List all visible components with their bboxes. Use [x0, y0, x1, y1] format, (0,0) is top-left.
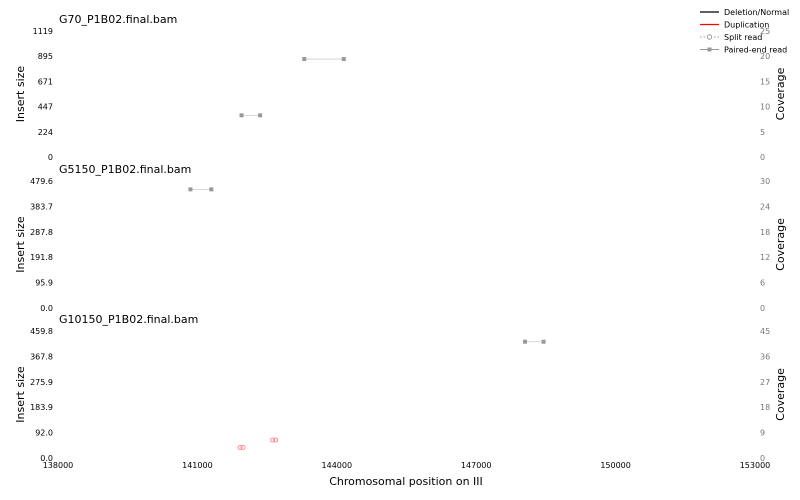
- coverage-tick-label: 30: [760, 177, 770, 186]
- x-tick-label: 150000: [600, 461, 631, 470]
- x-tick-label: 141000: [182, 461, 213, 470]
- x-axis-label: Chromosomal position on III: [329, 475, 483, 488]
- y-tick-label: 183.9: [30, 403, 53, 412]
- y-axis-label: Insert size: [14, 366, 27, 423]
- y-tick-label: 0.0: [40, 454, 53, 463]
- panel-1: G70_P1B02.final.bam 0 224 447 671 895 1119 0 5 10…: [14, 13, 787, 162]
- y-tick-label: 287.8: [30, 228, 53, 237]
- duplication-point: [270, 437, 276, 443]
- paired-read-marker: [239, 113, 244, 118]
- panel-title: G70_P1B02.final.bam: [59, 13, 177, 26]
- coverage-tick-label: 0: [760, 153, 765, 162]
- coverage-axis-label: Coverage: [774, 368, 787, 421]
- paired-read-marker: [188, 187, 193, 192]
- coverage-tick-label: 20: [760, 52, 770, 61]
- paired-read-marker: [302, 57, 307, 62]
- paired-read-marker: [341, 57, 346, 62]
- legend-swatch-marker: [706, 34, 713, 40]
- x-tick-label: 153000: [740, 461, 771, 470]
- coverage-tick-label: 12: [760, 253, 770, 262]
- duplication-point: [237, 445, 243, 451]
- coverage-tick-label: 10: [760, 103, 770, 112]
- coverage-tick-label: 27: [760, 378, 770, 387]
- coverage-tick-label: 0: [760, 304, 765, 313]
- paired-read-marker: [258, 113, 263, 118]
- x-tick-label: 144000: [322, 461, 353, 470]
- panel-title: G5150_P1B02.final.bam: [59, 163, 191, 176]
- coverage-tick-label: 45: [760, 327, 770, 336]
- legend-label: Deletion/Normal: [724, 8, 789, 17]
- coverage-tick-label: 15: [760, 77, 770, 86]
- coverage-tick-label: 36: [760, 352, 770, 361]
- x-axis: 138000 141000 144000 147000 150000 153000: [43, 461, 771, 470]
- panel-title: G10150_P1B02.final.bam: [59, 313, 198, 326]
- coverage-tick-label: 18: [760, 403, 770, 412]
- coverage-tick-label: 5: [760, 128, 765, 137]
- y-axis-label: Insert size: [14, 66, 27, 123]
- y-tick-label: 479.6: [30, 177, 53, 186]
- panels: G70_P1B02.final.bam 0 224 447 671 895 1119 0 5 10…: [14, 13, 787, 463]
- coverage-tick-label: 18: [760, 228, 770, 237]
- coverage-tick-label: 24: [760, 202, 770, 211]
- y-tick-label: 92.0: [35, 429, 53, 438]
- coverage-axis-label: Coverage: [774, 218, 787, 271]
- duplication-point: [273, 437, 279, 443]
- y-tick-label: 459.8: [30, 327, 53, 336]
- coverage-axis-label: Coverage: [774, 67, 787, 120]
- panel-3: G10150_P1B02.final.bam 0.0 92.0 183.9 275.9 3…: [14, 313, 787, 463]
- panel-2: G5150_P1B02.final.bam 0.0 95.9 191.8 287.8 38…: [14, 163, 787, 313]
- duplication-point: [240, 445, 246, 451]
- coverage-tick-label: 6: [760, 279, 765, 288]
- y-tick-label: 95.9: [35, 279, 53, 288]
- legend-swatch-marker: [707, 47, 712, 52]
- legend-label: Paired-end read: [724, 46, 787, 55]
- x-tick-label: 138000: [43, 461, 74, 470]
- coverage-tick-label: 0: [760, 454, 765, 463]
- x-tick-label: 147000: [461, 461, 492, 470]
- coverage-tick-label: 9: [760, 429, 765, 438]
- coverage-tick-label: 25: [760, 27, 770, 36]
- y-tick-label: 0: [48, 153, 53, 162]
- y-tick-label: 0.0: [40, 304, 53, 313]
- y-tick-label: 275.9: [30, 378, 53, 387]
- paired-read-marker: [522, 339, 527, 344]
- legend: Deletion/Normal Duplication Split read Pair…: [700, 8, 789, 55]
- paired-read-marker: [209, 187, 214, 192]
- y-tick-label: 191.8: [30, 253, 53, 262]
- paired-read-marker: [541, 339, 546, 344]
- y-tick-label: 671: [38, 77, 53, 86]
- y-axis-label: Insert size: [14, 216, 27, 273]
- legend-label: Split read: [724, 33, 762, 42]
- y-tick-label: 383.7: [30, 202, 53, 211]
- y-tick-label: 367.8: [30, 352, 53, 361]
- y-tick-label: 895: [38, 52, 53, 61]
- legend-label: Duplication: [724, 21, 769, 30]
- y-tick-label: 447: [38, 103, 53, 112]
- y-tick-label: 1119: [33, 27, 53, 36]
- y-tick-label: 224: [38, 128, 53, 137]
